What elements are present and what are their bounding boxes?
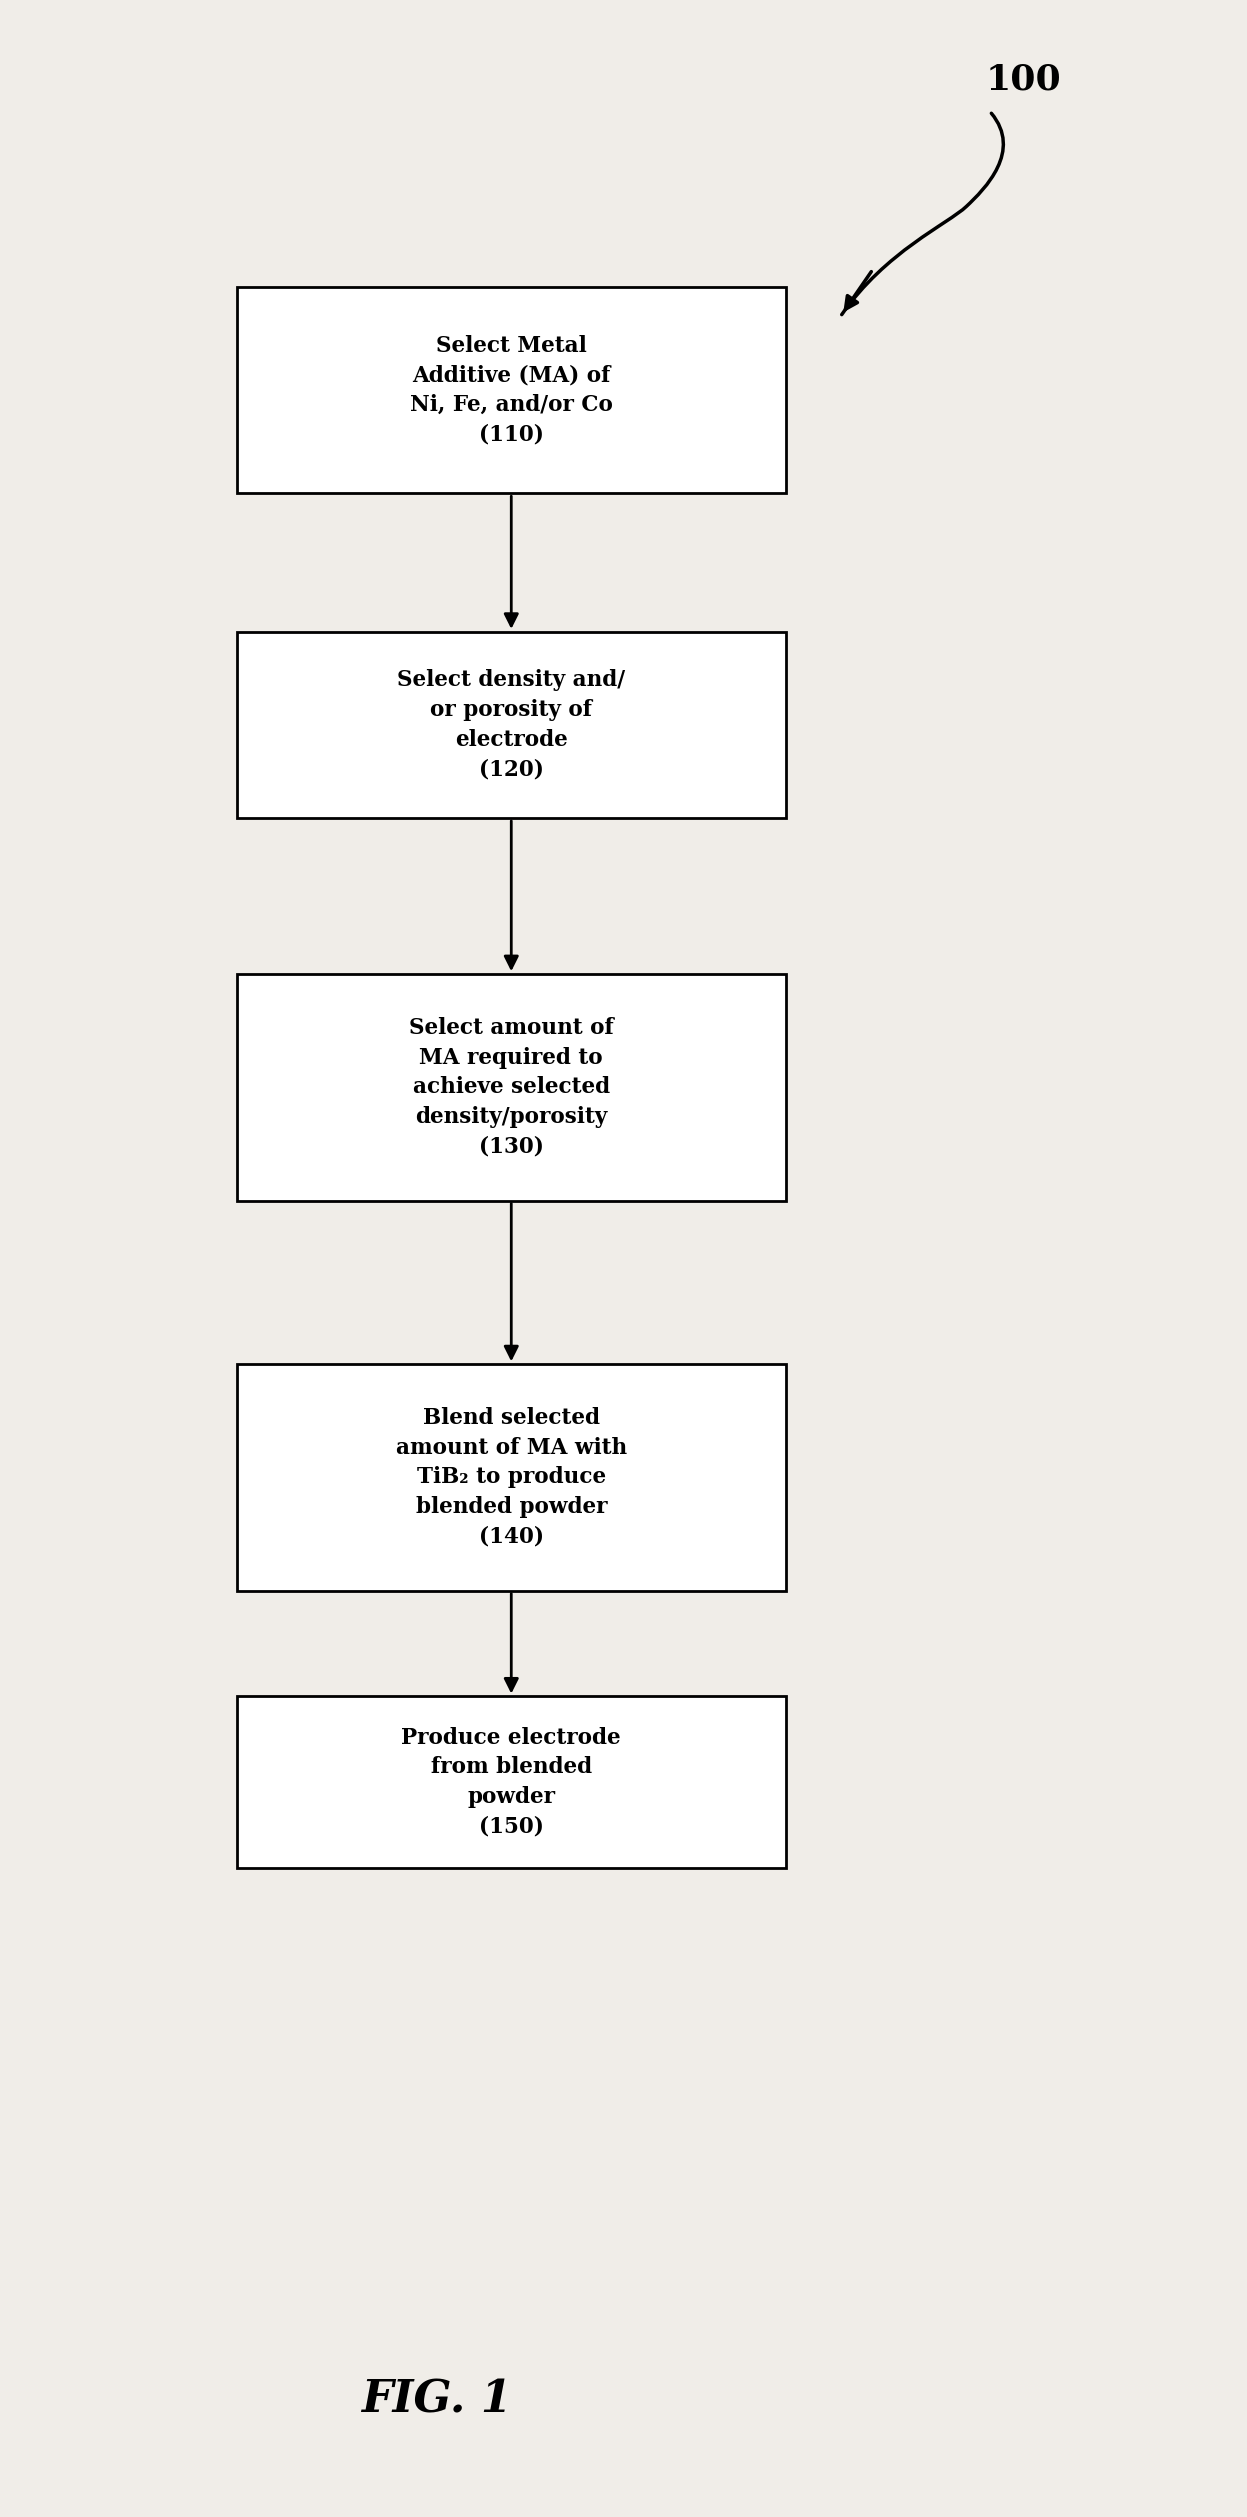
- FancyBboxPatch shape: [237, 1364, 786, 1591]
- FancyBboxPatch shape: [237, 1696, 786, 1868]
- Text: Select amount of
MA required to
achieve selected
density/porosity
(130): Select amount of MA required to achieve …: [409, 1017, 614, 1158]
- Text: Select density and/
or porosity of
electrode
(120): Select density and/ or porosity of elect…: [398, 670, 625, 780]
- Text: Select Metal
Additive (MA) of
Ni, Fe, and/or Co
(110): Select Metal Additive (MA) of Ni, Fe, an…: [410, 335, 612, 446]
- Text: Blend selected
amount of MA with
TiB₂ to produce
blended powder
(140): Blend selected amount of MA with TiB₂ to…: [395, 1407, 627, 1548]
- Text: Produce electrode
from blended
powder
(150): Produce electrode from blended powder (1…: [402, 1727, 621, 1837]
- FancyBboxPatch shape: [237, 632, 786, 818]
- FancyBboxPatch shape: [237, 974, 786, 1201]
- FancyBboxPatch shape: [237, 287, 786, 493]
- Text: FIG. 1: FIG. 1: [362, 2379, 511, 2421]
- Text: 100: 100: [985, 63, 1061, 98]
